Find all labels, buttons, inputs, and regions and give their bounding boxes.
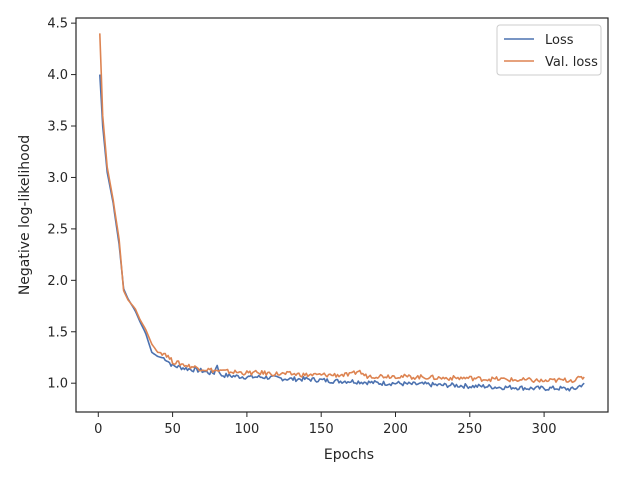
x-tick-label: 50: [164, 422, 181, 437]
x-axis: 0 50 100 150 200 250 300: [94, 412, 557, 437]
x-tick-label: 150: [309, 422, 334, 437]
series-layer: [99, 33, 585, 392]
x-tick-label: 200: [383, 422, 408, 437]
legend-label-val-loss: Val. loss: [545, 55, 598, 70]
y-axis: 1.0 1.5 2.0 2.5 3.0 3.5 4.0 4.5: [47, 17, 76, 392]
y-tick-label: 2.0: [47, 274, 68, 289]
y-tick-label: 1.5: [47, 325, 68, 340]
x-tick-label: 100: [234, 422, 259, 437]
y-tick-label: 3.5: [47, 120, 68, 135]
y-tick-label: 2.5: [47, 222, 68, 237]
legend-box: [496, 24, 602, 76]
plot-frame: [75, 17, 609, 413]
x-tick-label: 250: [457, 422, 482, 437]
x-axis-label: Epochs: [324, 447, 374, 463]
y-tick-label: 4.0: [47, 68, 68, 83]
series-line-loss: [99, 74, 585, 392]
x-tick-label: 300: [532, 422, 557, 437]
x-tick-label: 0: [94, 422, 102, 437]
y-tick-label: 3.0: [47, 171, 68, 186]
y-axis-label: Negative log-likelihood: [17, 135, 33, 295]
legend-label-loss: Loss: [545, 33, 574, 48]
legend: Loss Val. loss: [496, 24, 602, 76]
y-tick-label: 4.5: [47, 17, 68, 32]
series-line-val-loss: [99, 33, 585, 384]
y-tick-label: 1.0: [47, 377, 68, 392]
